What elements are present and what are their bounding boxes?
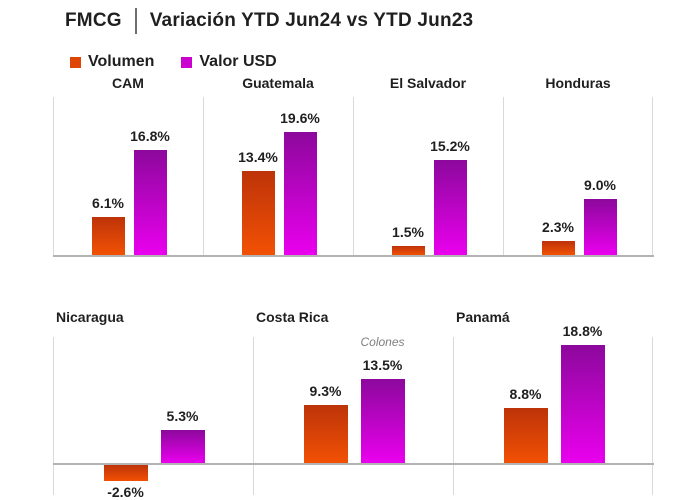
- chart-panel: 9.3% 13.5% Colones: [253, 335, 453, 495]
- bar-value-label: 5.3%: [166, 408, 199, 424]
- bar-volumen: [241, 171, 275, 255]
- bar-value-label: 2.3%: [542, 219, 574, 235]
- country-labels-row: CAM Guatemala El Salvador Honduras: [53, 72, 654, 97]
- bar-cell: 5.3%: [160, 337, 205, 495]
- country-label: Nicaragua: [56, 308, 124, 325]
- bar-volumen: [503, 408, 548, 463]
- country-labels-row: Nicaragua Costa Rica Panamá: [53, 307, 654, 337]
- country-label: Costa Rica: [256, 308, 329, 325]
- country-label: Honduras: [545, 74, 611, 91]
- title-separator: [134, 8, 137, 34]
- country-label: Panamá: [456, 308, 510, 325]
- bar-value-label: 1.5%: [392, 224, 424, 240]
- title-heading: Variación YTD Jun24 vs YTD Jun23: [149, 10, 474, 31]
- bar-volumen: [103, 465, 148, 481]
- bar-value-label: 16.8%: [130, 128, 170, 144]
- bar-cell: 1.5%: [391, 97, 425, 257]
- bar-valor-usd: [560, 345, 605, 463]
- brand-label: FMCG: [65, 10, 122, 31]
- figure-title: FMCG Variación YTD Jun24 vs YTD Jun23: [65, 8, 473, 34]
- volumen-swatch-icon: [70, 56, 81, 68]
- bar-cell: 13.5% Colones: [360, 335, 405, 495]
- bar-cell: 6.1%: [91, 97, 125, 257]
- chart-legend: Volumen Valor USD: [70, 53, 277, 71]
- country-label: El Salvador: [389, 74, 467, 91]
- bar-cell: 8.8%: [503, 337, 548, 495]
- chart-row-top: CAM Guatemala El Salvador Honduras 6.1% 16.8%…: [53, 72, 654, 257]
- chart-region: -2.6% 5.3% 9.3% 13.5% Colones 8.8% 18.8%: [53, 324, 654, 499]
- country-label: Guatemala: [242, 74, 314, 91]
- bar-cell: -2.6%: [103, 337, 148, 499]
- bar-valor-usd: [583, 199, 617, 255]
- legend-label-valor-usd: Valor USD: [199, 53, 277, 70]
- bar-valor-usd: [160, 430, 205, 463]
- chart-region: 6.1% 16.8% 13.4% 19.6% 1.5% 15.2% 2.3% 9.0%: [53, 97, 654, 257]
- bar-cell: 19.6%: [280, 97, 320, 257]
- chart-panel: 1.5% 15.2%: [353, 97, 503, 257]
- bar-value-label: 13.4%: [238, 149, 278, 165]
- bar-value-label: 15.2%: [430, 138, 470, 154]
- bar-cell: 9.3%: [303, 337, 348, 495]
- bar-cell: 13.4%: [238, 97, 278, 257]
- bar-valor-usd: [133, 150, 167, 255]
- bar-value-label: 8.8%: [509, 386, 542, 402]
- bar-value-label: 13.5%: [362, 357, 403, 373]
- bar-cell: 9.0%: [583, 97, 617, 257]
- bar-cell: 2.3%: [541, 97, 575, 257]
- bar-value-label: 19.6%: [280, 110, 320, 126]
- bar-cell: 15.2%: [430, 97, 470, 257]
- zero-baseline: [53, 463, 654, 465]
- bar-volumen: [541, 241, 575, 255]
- bar-volumen: [303, 405, 348, 463]
- legend-item-volumen: Volumen: [70, 53, 154, 71]
- chart-panel: 13.4% 19.6%: [203, 97, 353, 257]
- valor-usd-swatch-icon: [181, 56, 193, 68]
- chart-panel: -2.6% 5.3%: [53, 337, 253, 499]
- bar-valor-usd: [360, 379, 405, 463]
- legend-item-valor-usd: Valor USD: [181, 53, 277, 71]
- bar-cell: 18.8%: [560, 324, 605, 495]
- bar-cell: 16.8%: [130, 97, 170, 257]
- currency-note: Colones: [360, 335, 405, 349]
- bar-value-label: 9.3%: [309, 383, 342, 399]
- bar-volumen: [391, 246, 425, 255]
- chart-panel: 8.8% 18.8%: [453, 324, 653, 495]
- bar-value-label: 18.8%: [562, 323, 603, 339]
- country-label: CAM: [112, 74, 144, 91]
- bar-valor-usd: [283, 132, 317, 255]
- bar-volumen: [91, 217, 125, 255]
- chart-row-bottom: Nicaragua Costa Rica Panamá -2.6% 5.3% 9.3% 13…: [53, 307, 654, 499]
- chart-panel: 6.1% 16.8%: [53, 97, 203, 257]
- zero-baseline: [53, 255, 654, 257]
- legend-label-volumen: Volumen: [88, 53, 155, 70]
- bar-valor-usd: [433, 160, 467, 255]
- bar-value-label: -2.6%: [107, 484, 144, 500]
- bar-value-label: 6.1%: [92, 195, 124, 211]
- bar-value-label: 9.0%: [584, 177, 616, 193]
- chart-panel: 2.3% 9.0%: [503, 97, 653, 257]
